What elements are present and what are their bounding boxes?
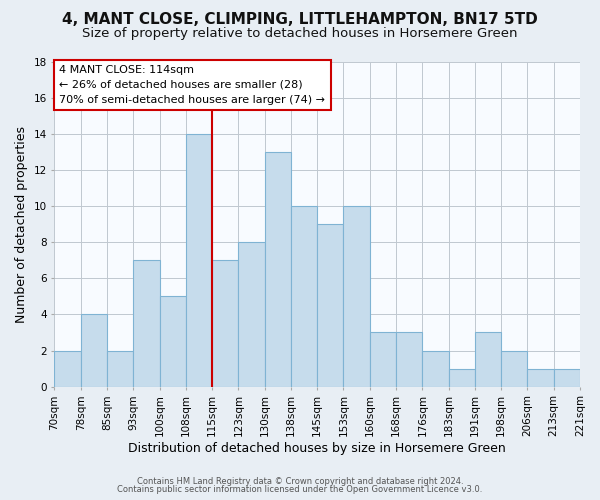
Bar: [343, 206, 370, 386]
Bar: [107, 350, 133, 386]
X-axis label: Distribution of detached houses by size in Horsemere Green: Distribution of detached houses by size …: [128, 442, 506, 455]
Text: Size of property relative to detached houses in Horsemere Green: Size of property relative to detached ho…: [82, 28, 518, 40]
Bar: [81, 314, 107, 386]
Text: 4, MANT CLOSE, CLIMPING, LITTLEHAMPTON, BN17 5TD: 4, MANT CLOSE, CLIMPING, LITTLEHAMPTON, …: [62, 12, 538, 28]
Bar: [370, 332, 396, 386]
Bar: [554, 368, 580, 386]
Bar: [160, 296, 186, 386]
Text: 4 MANT CLOSE: 114sqm
← 26% of detached houses are smaller (28)
70% of semi-detac: 4 MANT CLOSE: 114sqm ← 26% of detached h…: [59, 65, 325, 104]
Bar: [475, 332, 501, 386]
Bar: [212, 260, 238, 386]
Bar: [317, 224, 343, 386]
Bar: [422, 350, 449, 386]
Text: Contains HM Land Registry data © Crown copyright and database right 2024.: Contains HM Land Registry data © Crown c…: [137, 477, 463, 486]
Bar: [133, 260, 160, 386]
Bar: [186, 134, 212, 386]
Y-axis label: Number of detached properties: Number of detached properties: [15, 126, 28, 322]
Bar: [449, 368, 475, 386]
Text: Contains public sector information licensed under the Open Government Licence v3: Contains public sector information licen…: [118, 485, 482, 494]
Bar: [291, 206, 317, 386]
Bar: [396, 332, 422, 386]
Bar: [55, 350, 81, 386]
Bar: [238, 242, 265, 386]
Bar: [501, 350, 527, 386]
Bar: [527, 368, 554, 386]
Bar: [265, 152, 291, 386]
